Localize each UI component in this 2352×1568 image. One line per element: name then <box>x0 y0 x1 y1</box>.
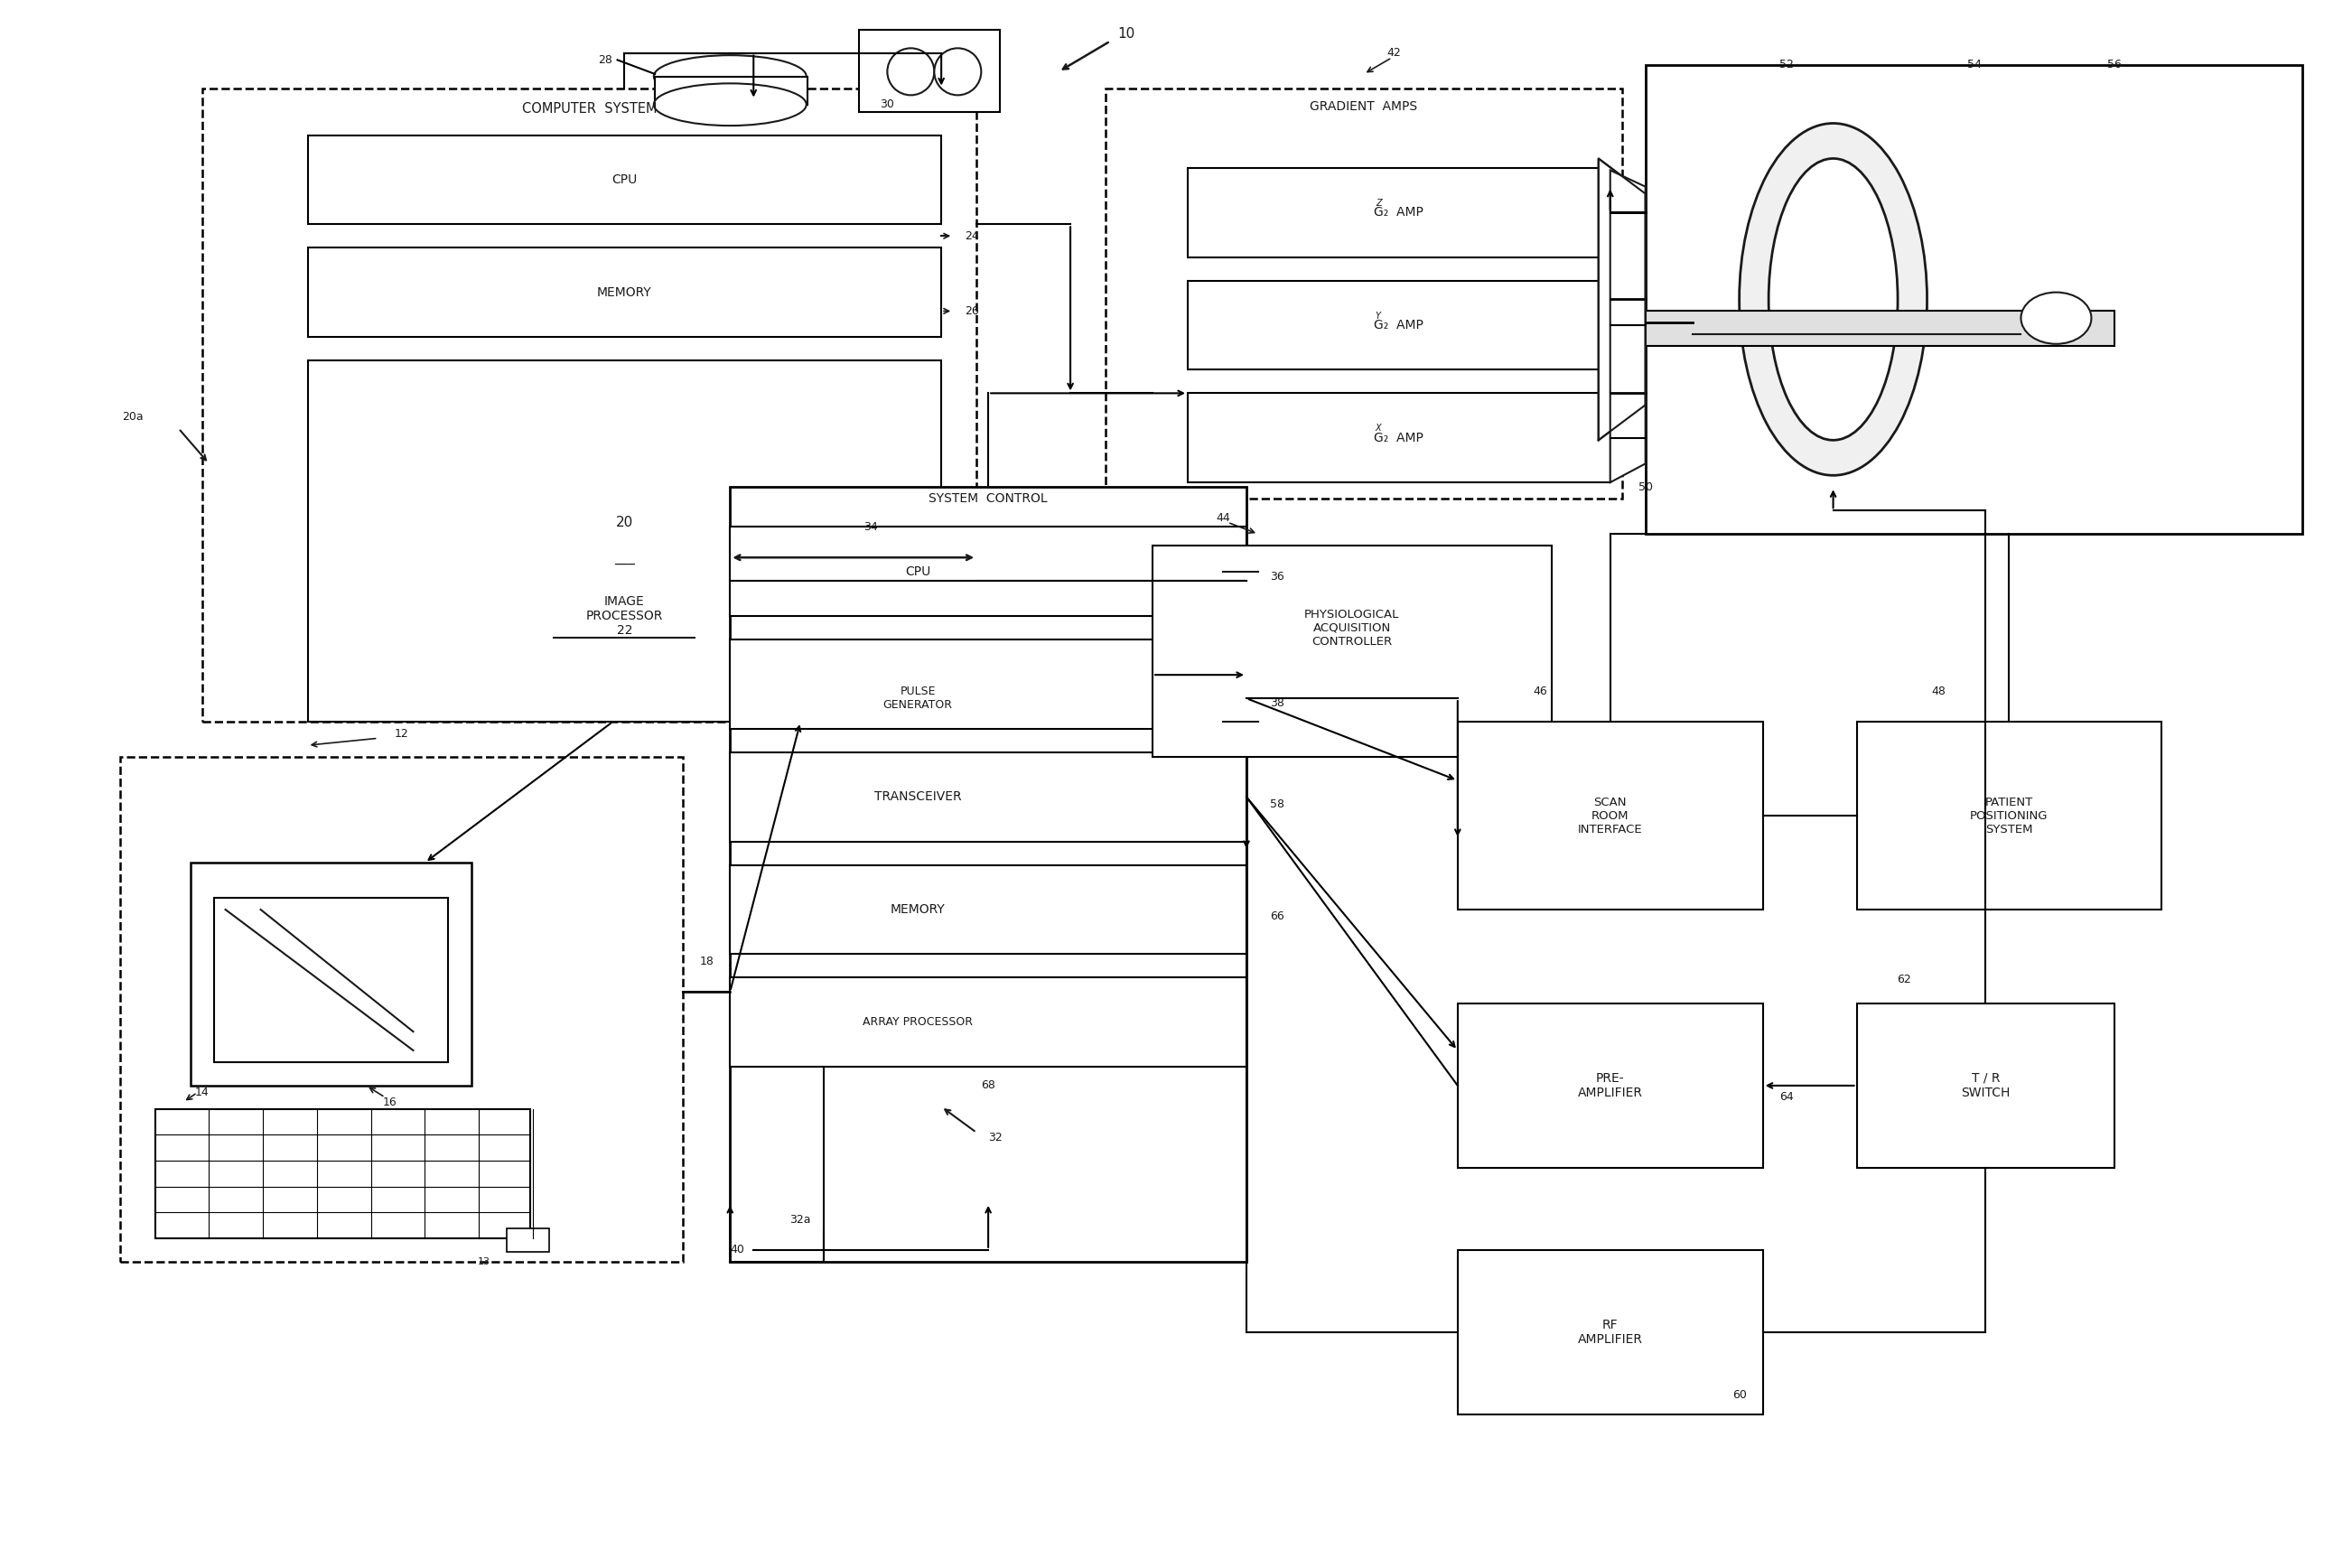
Polygon shape <box>1611 171 1646 483</box>
Bar <box>1105 88 1623 499</box>
Ellipse shape <box>654 55 807 97</box>
Bar <box>1188 281 1611 370</box>
Bar <box>654 77 807 105</box>
Text: CPU: CPU <box>612 174 637 187</box>
Text: 13: 13 <box>477 1258 489 1265</box>
Bar <box>1458 1004 1762 1168</box>
Bar <box>1856 721 2161 909</box>
Text: 58: 58 <box>1270 798 1284 809</box>
Bar <box>308 361 941 721</box>
Bar <box>1458 721 1762 909</box>
Text: X: X <box>1376 423 1381 433</box>
Bar <box>1458 1250 1762 1414</box>
Text: 44: 44 <box>1216 511 1230 524</box>
Text: PRE-
AMPLIFIER: PRE- AMPLIFIER <box>1578 1073 1642 1099</box>
Bar <box>214 898 449 1062</box>
Text: 48: 48 <box>1931 685 1945 698</box>
Bar <box>1856 1004 2114 1168</box>
Text: MEMORY: MEMORY <box>597 285 652 298</box>
Text: MEMORY: MEMORY <box>891 903 946 916</box>
Text: 64: 64 <box>1778 1091 1792 1104</box>
Bar <box>308 248 941 337</box>
Text: G₂  AMP: G₂ AMP <box>1374 431 1423 444</box>
Bar <box>1188 394 1611 483</box>
Text: CPU: CPU <box>906 566 931 579</box>
Text: COMPUTER  SYSTEM: COMPUTER SYSTEM <box>522 102 656 116</box>
Text: ___: ___ <box>614 550 635 564</box>
Text: 34: 34 <box>863 521 877 533</box>
Bar <box>191 862 473 1085</box>
Text: 16: 16 <box>383 1096 397 1109</box>
Text: 14: 14 <box>195 1087 209 1099</box>
Ellipse shape <box>2020 292 2091 343</box>
Bar <box>1188 168 1611 257</box>
Bar <box>120 757 682 1262</box>
Ellipse shape <box>654 83 807 125</box>
Text: 18: 18 <box>699 955 713 967</box>
Text: GRADIENT  AMPS: GRADIENT AMPS <box>1310 100 1418 113</box>
Text: 32a: 32a <box>790 1214 811 1225</box>
Ellipse shape <box>1769 158 1898 441</box>
Text: 52: 52 <box>1778 58 1795 71</box>
Text: 68: 68 <box>981 1080 995 1091</box>
Bar <box>508 1229 550 1253</box>
Bar <box>729 640 1247 729</box>
Text: RF
AMPLIFIER: RF AMPLIFIER <box>1578 1319 1642 1345</box>
Bar <box>202 88 976 721</box>
Text: 20a: 20a <box>122 411 143 422</box>
Text: 26: 26 <box>964 306 978 317</box>
Text: TRANSCEIVER: TRANSCEIVER <box>875 790 962 803</box>
Polygon shape <box>1599 158 1646 441</box>
Text: G₂  AMP: G₂ AMP <box>1374 205 1423 220</box>
Bar <box>858 30 1000 111</box>
Bar <box>729 527 1247 616</box>
Text: 62: 62 <box>1896 974 1910 986</box>
Circle shape <box>934 49 981 96</box>
Bar <box>729 753 1247 842</box>
Text: 60: 60 <box>1731 1389 1748 1402</box>
Text: 36: 36 <box>1270 571 1284 582</box>
Bar <box>155 1109 532 1239</box>
Text: SYSTEM  CONTROL: SYSTEM CONTROL <box>929 492 1047 505</box>
Text: 12: 12 <box>395 728 409 740</box>
Text: 56: 56 <box>2107 58 2122 71</box>
Text: IMAGE
PROCESSOR
22: IMAGE PROCESSOR 22 <box>586 596 663 637</box>
Text: 38: 38 <box>1270 698 1284 709</box>
Text: 46: 46 <box>1534 685 1548 698</box>
Bar <box>1646 310 2114 347</box>
Text: PULSE
GENERATOR: PULSE GENERATOR <box>882 685 953 710</box>
Bar <box>308 135 941 224</box>
Circle shape <box>887 49 934 96</box>
Text: 40: 40 <box>729 1243 743 1256</box>
Bar <box>729 866 1247 955</box>
Text: G₂  AMP: G₂ AMP <box>1374 318 1423 331</box>
Bar <box>1152 546 1552 757</box>
Text: SCAN
ROOM
INTERFACE: SCAN ROOM INTERFACE <box>1578 797 1642 836</box>
Bar <box>1646 64 2303 535</box>
Text: 30: 30 <box>880 99 894 110</box>
Ellipse shape <box>1738 124 1926 475</box>
Text: 50: 50 <box>1639 481 1653 492</box>
Text: ARRAY PROCESSOR: ARRAY PROCESSOR <box>863 1016 974 1029</box>
Text: PATIENT
POSITIONING
SYSTEM: PATIENT POSITIONING SYSTEM <box>1971 797 2049 836</box>
Text: 28: 28 <box>597 53 614 66</box>
Text: T / R
SWITCH: T / R SWITCH <box>1962 1073 2011 1099</box>
Bar <box>729 977 1247 1066</box>
Bar <box>729 488 1247 1262</box>
Text: Y: Y <box>1376 310 1381 320</box>
Text: 32: 32 <box>988 1132 1002 1143</box>
Text: 24: 24 <box>964 230 978 241</box>
Text: PHYSIOLOGICAL
ACQUISITION
CONTROLLER: PHYSIOLOGICAL ACQUISITION CONTROLLER <box>1305 608 1399 648</box>
Text: 10: 10 <box>1117 27 1134 41</box>
Text: 20: 20 <box>616 516 633 528</box>
Text: 42: 42 <box>1388 47 1402 58</box>
Text: 66: 66 <box>1270 911 1284 922</box>
Text: Z: Z <box>1376 199 1381 207</box>
Text: 54: 54 <box>1966 58 1980 71</box>
